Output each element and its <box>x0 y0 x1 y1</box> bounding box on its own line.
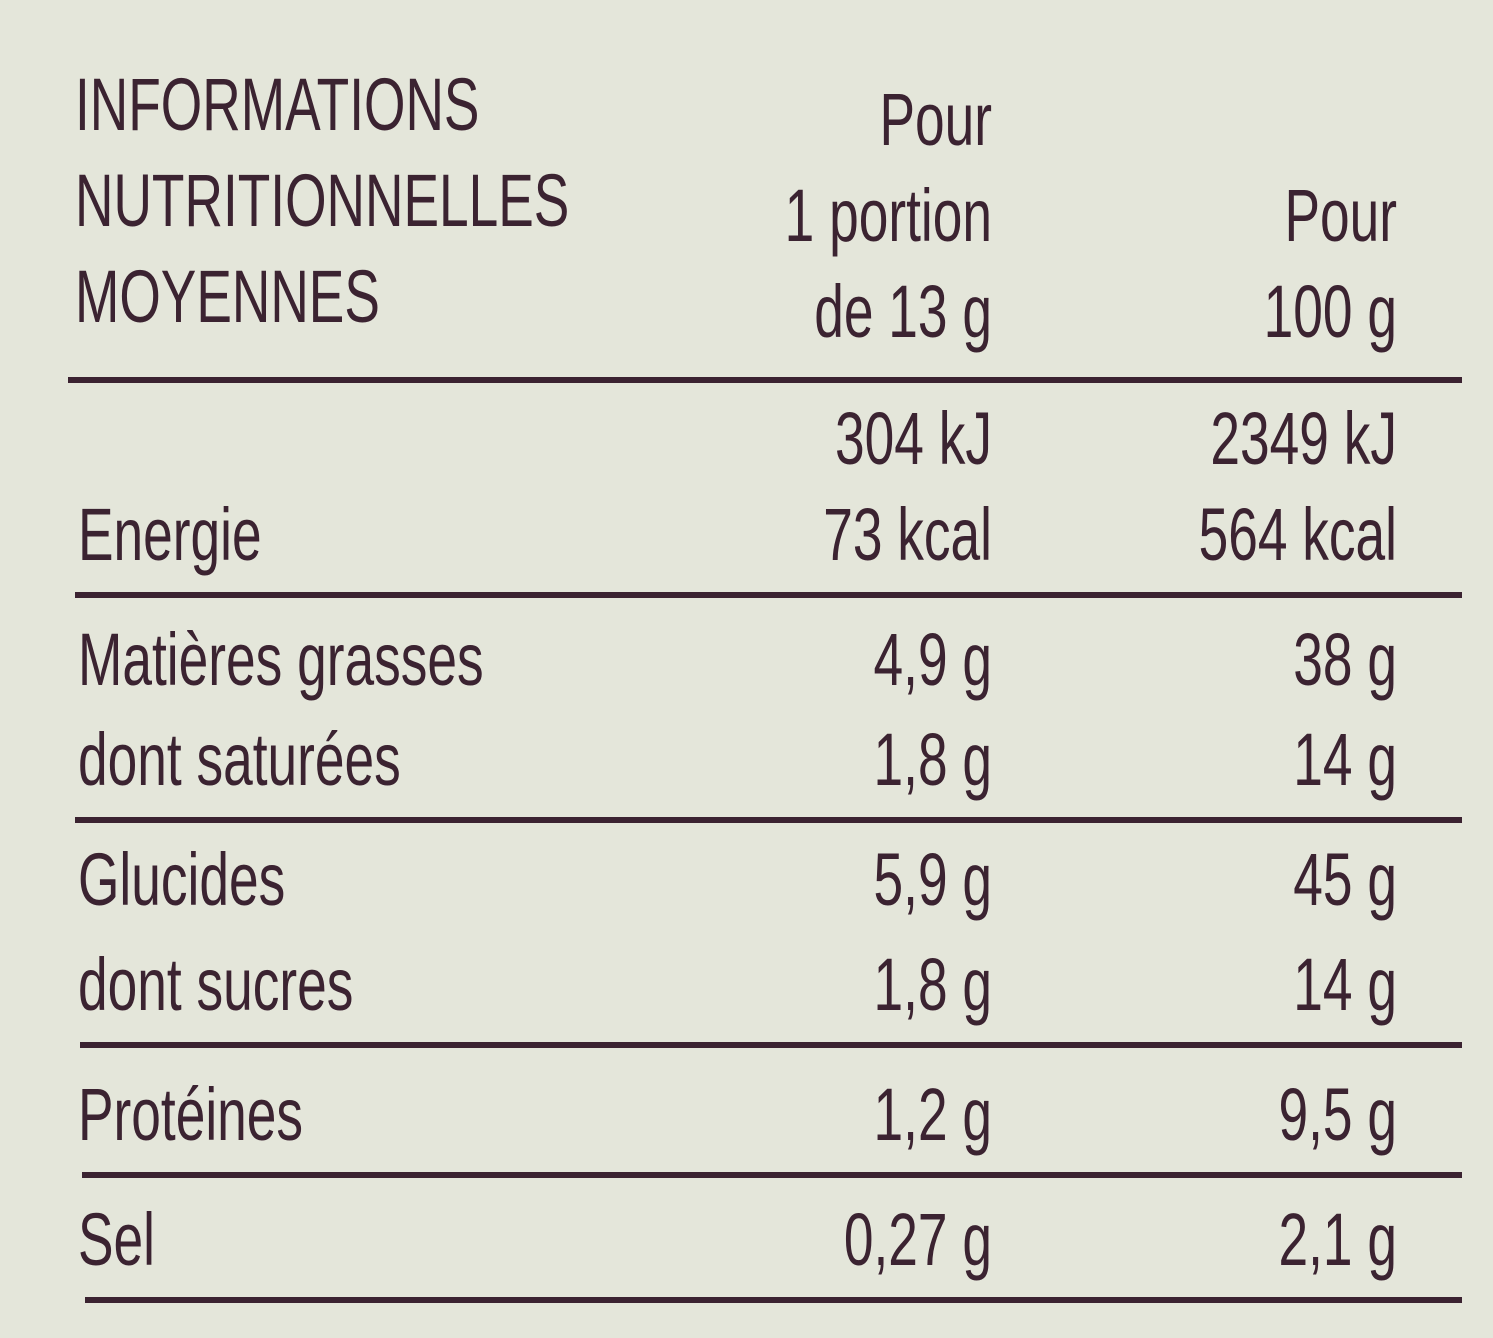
column-header: Pour <box>879 78 992 161</box>
row-label: Glucides <box>78 838 285 921</box>
row-value: 564 kcal <box>1199 493 1397 576</box>
column-header: 100 g <box>1264 270 1397 353</box>
row-value: 0,27 g <box>844 1198 992 1281</box>
row-label: Sel <box>78 1198 155 1281</box>
header-title: MOYENNES <box>75 255 380 338</box>
column-header: 1 portion <box>785 174 992 257</box>
row-label: Energie <box>78 493 262 576</box>
row-value: 1,2 g <box>874 1073 992 1156</box>
column-header: de 13 g <box>814 270 992 353</box>
row-label: dont saturées <box>78 718 401 801</box>
row-value: 2,1 g <box>1279 1198 1397 1281</box>
row-value: 14 g <box>1293 718 1397 801</box>
row-value: 9,5 g <box>1279 1073 1397 1156</box>
column-header: Pour <box>1284 174 1397 257</box>
row-value: 1,8 g <box>874 718 992 801</box>
row-label: Protéines <box>78 1073 303 1156</box>
header-title: NUTRITIONNELLES <box>75 159 569 242</box>
row-value: 38 g <box>1293 618 1397 701</box>
row-value: 5,9 g <box>874 838 992 921</box>
row-label: dont sucres <box>78 943 353 1026</box>
row-value: 2349 kJ <box>1210 397 1397 480</box>
row-value: 45 g <box>1293 838 1397 921</box>
row-value: 304 kJ <box>835 397 992 480</box>
row-value: 73 kcal <box>823 493 992 576</box>
row-value: 1,8 g <box>874 943 992 1026</box>
row-label: Matières grasses <box>78 618 484 701</box>
row-value: 14 g <box>1293 943 1397 1026</box>
header-title: INFORMATIONS <box>75 63 479 146</box>
row-value: 4,9 g <box>874 618 992 701</box>
